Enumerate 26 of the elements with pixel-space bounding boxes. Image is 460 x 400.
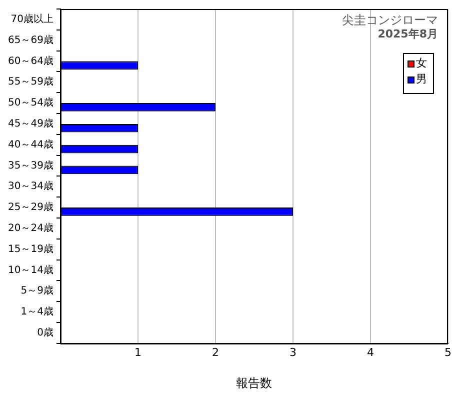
x-tick-label: 5 — [444, 346, 452, 359]
y-tick-label: 50～54歳 — [8, 96, 54, 109]
x-tick-label: 2 — [212, 346, 219, 359]
y-tick-label: 40～44歳 — [8, 138, 54, 150]
x-tick-label: 4 — [366, 346, 374, 359]
x-tick-label: 1 — [134, 346, 142, 359]
y-tick-label: 25～29歳 — [8, 201, 54, 214]
y-tick-label: 45～49歳 — [8, 118, 54, 130]
text: 2025年8月 — [378, 27, 438, 40]
chart-title: 尖圭コンジローマ — [342, 13, 438, 28]
y-tick-label: 10～14歳 — [8, 264, 54, 276]
y-tick-label: 1～4歳 — [20, 306, 54, 318]
y-tick-label: 30～34歳 — [8, 180, 54, 192]
y-tick-label: 70歳以上 — [10, 13, 54, 26]
legend-label: 女 — [416, 56, 427, 70]
legend-label: 男 — [416, 72, 427, 86]
x-axis-title: 報告数 — [236, 376, 272, 390]
y-tick-label: 65～69歳 — [8, 34, 54, 46]
y-tick-label: 0歳 — [37, 326, 54, 339]
y-tick-label: 20～24歳 — [8, 222, 54, 234]
y-tick-label: 55～59歳 — [8, 76, 54, 88]
y-tick-label: 35～39歳 — [8, 159, 54, 172]
x-tick-label: 3 — [289, 346, 296, 359]
y-tick-label: 60～64歳 — [8, 54, 54, 67]
y-tick-label: 15～19歳 — [8, 242, 54, 255]
y-tick-label: 5～9歳 — [20, 284, 54, 297]
